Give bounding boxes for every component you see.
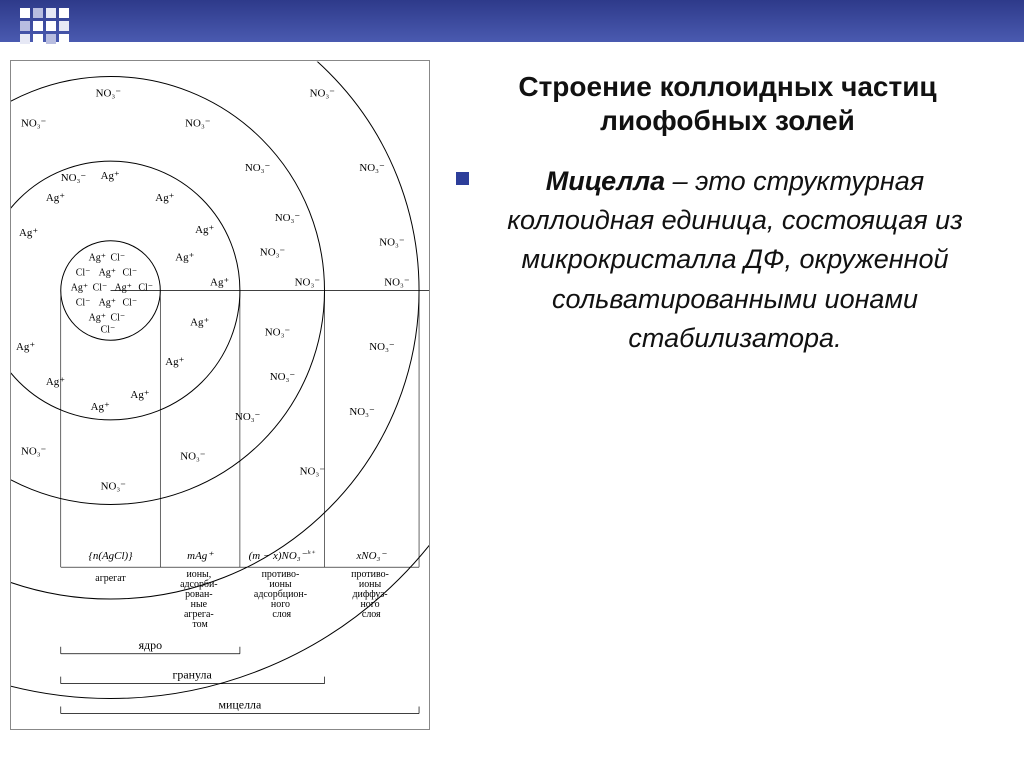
svg-text:NO₃⁻: NO₃⁻: [21, 446, 47, 458]
svg-text:NO₃⁻: NO₃⁻: [260, 247, 286, 259]
formula-2: mAg⁺: [187, 550, 214, 562]
svg-text:Cl⁻: Cl⁻: [138, 283, 153, 294]
term-micelle: Мицелла: [546, 166, 665, 196]
svg-text:NO₃⁻: NO₃⁻: [369, 341, 395, 353]
svg-text:NO₃⁻: NO₃⁻: [265, 326, 291, 338]
svg-text:NO₃⁻: NO₃⁻: [349, 406, 375, 418]
definition-text: Мицелла – это структурная коллоидная еди…: [475, 162, 995, 358]
svg-text:Ag⁺: Ag⁺: [16, 341, 35, 353]
svg-text:Ag⁺: Ag⁺: [71, 283, 88, 294]
svg-text:Cl⁻: Cl⁻: [93, 283, 108, 294]
svg-text:Cl⁻: Cl⁻: [122, 297, 137, 308]
svg-text:NO₃⁻: NO₃⁻: [180, 451, 206, 463]
bracket-yadro: ядро: [139, 638, 163, 652]
svg-text:NO₃⁻: NO₃⁻: [61, 172, 87, 184]
formula-1: {n(AgCl)}: [89, 550, 134, 562]
seg-label-aggregate: агрегат: [95, 573, 126, 584]
svg-text:Cl⁻: Cl⁻: [111, 312, 126, 323]
seg-label-diffuse-counterions: противо- ионы диффуз- ного слоя: [351, 569, 391, 620]
svg-text:NO₃⁻: NO₃⁻: [310, 87, 336, 99]
svg-text:Cl⁻: Cl⁻: [76, 268, 91, 279]
svg-text:Ag⁺: Ag⁺: [89, 312, 106, 323]
svg-text:NO₃⁻: NO₃⁻: [295, 277, 321, 289]
svg-text:Ag⁺: Ag⁺: [190, 316, 209, 328]
seg-label-adsorption-counterions: противо- ионы адсорбцион- ного слоя: [254, 569, 310, 620]
svg-text:Ag⁺: Ag⁺: [89, 253, 106, 264]
svg-text:Ag⁺: Ag⁺: [115, 283, 132, 294]
svg-text:NO₃⁻: NO₃⁻: [185, 117, 211, 129]
svg-text:NO₃⁻: NO₃⁻: [245, 162, 271, 174]
formula-3: (m − x)NO₃⁻⁾ˣ⁺: [249, 549, 316, 562]
svg-text:Ag⁺: Ag⁺: [99, 268, 116, 279]
bracket-micelle: мицелла: [218, 697, 262, 711]
text-panel: Строение коллоидных частиц лиофобных зол…: [450, 70, 1005, 358]
svg-text:Ag⁺: Ag⁺: [165, 356, 184, 368]
layer3-ions: NO₃⁻ NO₃⁻ NO₃⁻ NO₃⁻ NO₃⁻ NO₃⁻ NO₃⁻ NO₃⁻ N…: [21, 87, 320, 492]
diagram-frame: Ag⁺Cl⁻ Cl⁻Ag⁺Cl⁻ Ag⁺Cl⁻Ag⁺Cl⁻ Cl⁻Ag⁺Cl⁻ …: [10, 60, 430, 730]
svg-text:Ag⁺: Ag⁺: [175, 252, 194, 264]
formula-4: xNO₃⁻: [355, 550, 387, 562]
svg-text:Ag⁺: Ag⁺: [210, 277, 229, 289]
top-banner: [0, 0, 1024, 42]
micelle-diagram: Ag⁺Cl⁻ Cl⁻Ag⁺Cl⁻ Ag⁺Cl⁻Ag⁺Cl⁻ Cl⁻Ag⁺Cl⁻ …: [11, 61, 429, 729]
svg-text:NO₃⁻: NO₃⁻: [359, 162, 385, 174]
svg-text:Ag⁺: Ag⁺: [195, 224, 214, 236]
svg-text:NO₃⁻: NO₃⁻: [300, 466, 326, 478]
svg-text:Cl⁻: Cl⁻: [101, 324, 116, 335]
svg-text:NO₃⁻: NO₃⁻: [379, 237, 405, 249]
svg-text:Ag⁺: Ag⁺: [46, 376, 65, 388]
decoration-squares: [20, 8, 69, 44]
bullet-icon: [456, 172, 469, 185]
svg-text:NO₃⁻: NO₃⁻: [275, 212, 301, 224]
svg-text:Ag⁺: Ag⁺: [46, 192, 65, 204]
svg-text:Cl⁻: Cl⁻: [122, 268, 137, 279]
svg-text:Ag⁺: Ag⁺: [101, 170, 120, 182]
svg-text:Ag⁺: Ag⁺: [91, 401, 110, 413]
svg-text:Cl⁻: Cl⁻: [76, 297, 91, 308]
svg-text:Cl⁻: Cl⁻: [111, 253, 126, 264]
seg-label-adsorbed-ions: ионы, адсорби- рован- ные агрега- том: [180, 569, 220, 630]
svg-text:NO₃⁻: NO₃⁻: [270, 371, 296, 383]
svg-text:NO₃⁻: NO₃⁻: [101, 481, 127, 493]
slide-title: Строение коллоидных частиц лиофобных зол…: [450, 70, 1005, 137]
svg-text:Ag⁺: Ag⁺: [155, 192, 174, 204]
svg-text:Ag⁺: Ag⁺: [130, 389, 149, 401]
core-ions: Ag⁺Cl⁻ Cl⁻Ag⁺Cl⁻ Ag⁺Cl⁻Ag⁺Cl⁻ Cl⁻Ag⁺Cl⁻ …: [71, 253, 153, 336]
svg-text:NO₃⁻: NO₃⁻: [21, 117, 47, 129]
svg-text:NO₃⁻: NO₃⁻: [235, 411, 261, 423]
svg-text:NO₃⁻: NO₃⁻: [384, 277, 410, 289]
svg-text:Ag⁺: Ag⁺: [99, 297, 116, 308]
svg-text:Ag⁺: Ag⁺: [19, 227, 38, 239]
svg-text:NO₃⁻: NO₃⁻: [96, 87, 122, 99]
bracket-granula: гранула: [173, 668, 213, 682]
